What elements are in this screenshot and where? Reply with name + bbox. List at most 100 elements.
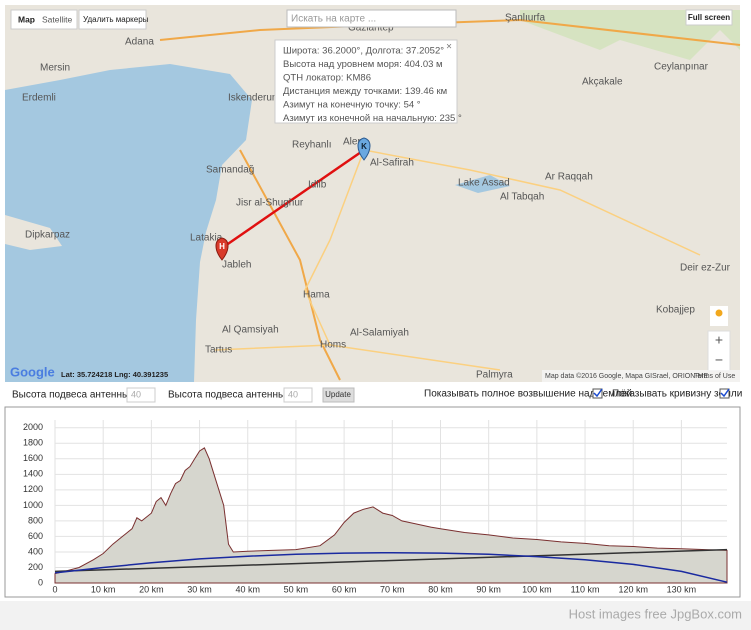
- popup-line: Азимут из конечной на начальную: 235 °: [283, 113, 462, 124]
- coords: Lat: 35.724218 Lng: 40.391235: [61, 370, 168, 379]
- x-tick-label: 100 km: [522, 584, 552, 594]
- full-elevation-checkbox[interactable]: [592, 388, 603, 399]
- x-tick-label: 0: [52, 584, 57, 594]
- elevation-chart: 0 200 400 600 800 1000 1200 1400 1600 1800 2000 0 10…: [23, 420, 728, 594]
- footer: Host images free JpgBox.com: [569, 606, 742, 621]
- map-sea: [5, 64, 252, 382]
- series-line: [54, 548, 728, 573]
- update-label[interactable]: Update: [325, 390, 351, 399]
- place-label: Iskenderun: [228, 93, 277, 104]
- popup-close[interactable]: ×: [446, 42, 452, 53]
- place-label: Al Tabqah: [500, 192, 544, 203]
- satellite-button[interactable]: Satellite: [42, 14, 73, 24]
- place-label: Latakia: [190, 233, 223, 244]
- popup-line: QTH локатор: KM86: [283, 73, 371, 84]
- antenna-b-input[interactable]: [283, 387, 313, 403]
- antenna-b-value[interactable]: 40: [288, 389, 298, 399]
- search-box[interactable]: [286, 9, 457, 28]
- y-tick-label: 0: [38, 577, 43, 587]
- place-label: Şanlıurfa: [505, 13, 545, 24]
- full-elevation-label: Показывать полное возвышение над землёй: [424, 389, 632, 400]
- popup-line: Высота над уровнем моря: 404.03 м: [283, 59, 443, 70]
- place-label: Reyhanlı: [292, 140, 331, 151]
- map-button[interactable]: Map: [18, 14, 35, 24]
- path-line: [221, 148, 365, 250]
- x-tick-label: 30 km: [187, 584, 212, 594]
- x-tick-label: 90 km: [476, 584, 501, 594]
- x-tick-label: 50 km: [284, 584, 309, 594]
- x-tick-label: 80 km: [428, 584, 453, 594]
- map-lake: [455, 175, 510, 193]
- y-tick-label: 1600: [23, 453, 43, 463]
- y-tick-label: 2000: [23, 422, 43, 432]
- map-type-box: [10, 9, 78, 30]
- x-tick-label: 40 km: [235, 584, 260, 594]
- place-label: Jisr al-Shughur: [236, 198, 304, 209]
- info-popup: [274, 39, 458, 124]
- place-label: Al Qamsiyah: [222, 325, 279, 336]
- antenna-a-input[interactable]: [126, 387, 156, 403]
- map-green: [520, 10, 740, 60]
- series-line: [54, 551, 728, 583]
- x-tick-label: 70 km: [380, 584, 405, 594]
- place-label: Al-Safirah: [370, 158, 414, 169]
- zoom-out[interactable]: −: [715, 352, 723, 368]
- marker-a-label: H: [219, 242, 225, 251]
- marker-b[interactable]: [357, 137, 371, 161]
- x-tick-label: 110 km: [571, 584, 600, 594]
- x-tick-label: 60 km: [332, 584, 357, 594]
- place-label: Idlib: [308, 180, 327, 191]
- place-label: Homs: [320, 340, 346, 351]
- delete-markers-button[interactable]: Удалить маркеры: [83, 15, 149, 24]
- terrain-area: [54, 447, 728, 584]
- place-label: Kobajjep: [656, 305, 695, 316]
- map-land-cyprus: [5, 215, 62, 250]
- y-tick-label: 1000: [23, 500, 43, 510]
- place-label: Deir ez-Zur: [680, 263, 731, 274]
- delete-markers-box[interactable]: [78, 9, 147, 30]
- curvature-checkbox[interactable]: [719, 388, 730, 399]
- check: [720, 388, 730, 398]
- place-label: Samandağ: [206, 165, 254, 176]
- popup-line: Широта: 36.2000°, Долгота: 37.2052°: [283, 46, 444, 57]
- antenna-a-label: Высота подвеса антенны A:: [12, 390, 141, 401]
- y-tick-label: 1800: [23, 438, 43, 448]
- popup-line: Азимут на конечную точку: 54 °: [283, 100, 421, 111]
- x-tick-label: 10 km: [91, 584, 116, 594]
- search-placeholder[interactable]: Искать на карте ...: [291, 14, 376, 25]
- place-label: Jableh: [222, 260, 251, 271]
- attribution-bg: [542, 370, 740, 382]
- update-button[interactable]: [322, 387, 355, 403]
- place-label: Palmyra: [476, 370, 513, 381]
- attribution: Map data ©2016 Google, Mapa GISrael, ORI…: [545, 372, 708, 380]
- settings: Высота подвеса антенны A: 40 Высота подв…: [12, 387, 742, 403]
- popup-line: Дистанция между точками: 139.46 км: [283, 86, 447, 97]
- y-tick-label: 1400: [23, 469, 43, 479]
- terms-link[interactable]: Terms of Use: [694, 373, 735, 380]
- marker-a[interactable]: [215, 237, 229, 261]
- place-label: Tartus: [205, 345, 232, 356]
- place-label: Ar Raqqah: [545, 172, 593, 183]
- fullscreen-button[interactable]: Full screen: [688, 13, 730, 22]
- place-label: Lake Assad: [458, 178, 510, 189]
- antenna-a-value[interactable]: 40: [131, 389, 141, 399]
- x-tick-label: 130 km: [667, 584, 697, 594]
- y-tick-label: 1200: [23, 484, 43, 494]
- map: Gaziantep Şanlıurfa Adana Mersin Erdemli Iske…: [5, 5, 741, 382]
- pegman[interactable]: [715, 309, 723, 317]
- x-tick-label: 20 km: [139, 584, 164, 594]
- map-road: [363, 149, 701, 256]
- zoom-in[interactable]: +: [715, 332, 723, 348]
- fullscreen-box[interactable]: [685, 9, 733, 26]
- place-label: Ceylanpınar: [654, 62, 709, 73]
- x-tick-label: 120 km: [618, 584, 648, 594]
- place-label: Adana: [125, 37, 154, 48]
- place-label: Dipkarpaz: [25, 230, 70, 241]
- place-label: Mersin: [40, 63, 70, 74]
- marker-b-label: K: [361, 142, 367, 151]
- place-label: Akçakale: [582, 77, 623, 88]
- place-label: Hama: [303, 290, 330, 301]
- place-label: Al-Salamiyah: [350, 328, 409, 339]
- y-tick-label: 400: [28, 546, 43, 556]
